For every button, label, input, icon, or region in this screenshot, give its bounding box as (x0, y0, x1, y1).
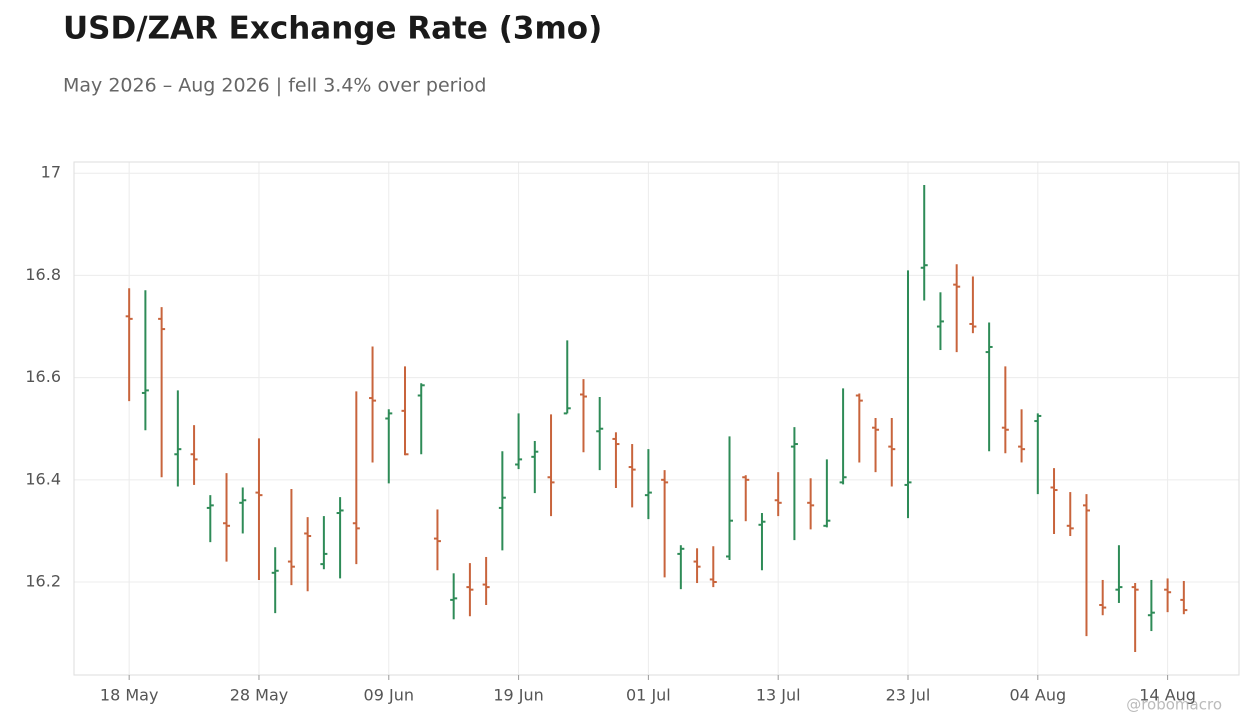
x-tick-label: 18 May (100, 686, 159, 705)
x-tick-label: 23 Jul (886, 686, 931, 705)
y-tick-label: 16.4 (25, 469, 61, 488)
x-tick-label: 13 Jul (756, 686, 801, 705)
y-tick-label: 17 (41, 163, 61, 182)
chart-title: USD/ZAR Exchange Rate (3mo) (63, 11, 602, 47)
grid (74, 162, 1239, 675)
x-tick-label: 01 Jul (626, 686, 671, 705)
chart-subtitle: May 2026 – Aug 2026 | fell 3.4% over per… (63, 75, 486, 97)
y-tick-label: 16.8 (25, 265, 61, 284)
marks (125, 184, 1188, 653)
x-tick-label: 19 Jun (493, 686, 543, 705)
y-tick-label: 16.6 (25, 367, 61, 386)
y-tick-label: 16.2 (25, 572, 61, 591)
x-tick-label: 04 Aug (1009, 686, 1066, 705)
x-tick-label: 14 Aug (1139, 686, 1196, 705)
x-tick-label: 28 May (230, 686, 289, 705)
x-tick-label: 09 Jun (364, 686, 414, 705)
watermark: @robomacro (1126, 696, 1222, 714)
plot-frame (73, 161, 1240, 676)
